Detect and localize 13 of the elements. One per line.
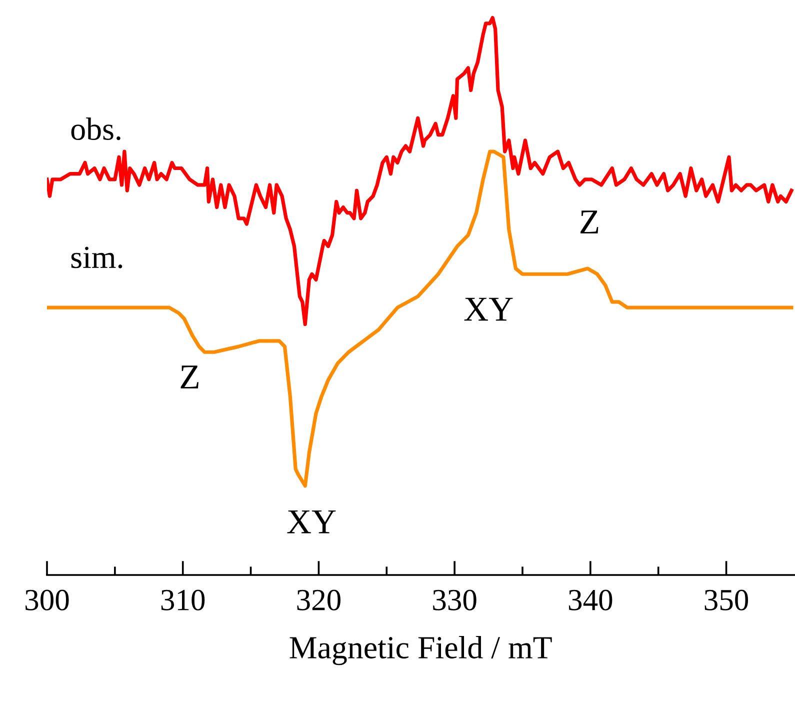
x-tick-label: 300	[26, 590, 69, 610]
x-axis-title: Magnetic Field / mT	[290, 636, 552, 666]
annotation: Z	[180, 366, 198, 388]
x-tick-label: 340	[568, 590, 612, 610]
annotation: XY	[464, 298, 513, 321]
annotation: XY	[287, 510, 336, 534]
x-tick-label: 330	[433, 590, 476, 610]
series-label: obs.	[71, 118, 120, 140]
x-tick-label: 350	[704, 590, 748, 610]
series-label: sim.	[71, 246, 122, 268]
annotation: Z	[580, 210, 598, 234]
x-tick-label: 320	[297, 590, 340, 610]
x-tick-label: 310	[161, 590, 205, 610]
